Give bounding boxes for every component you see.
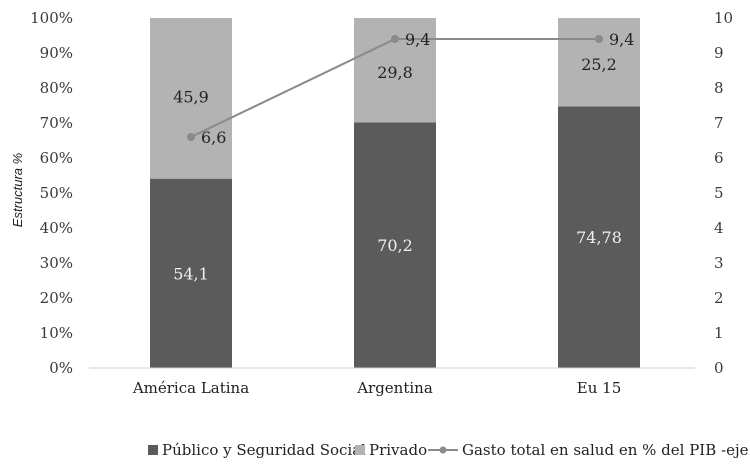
right-tick-label: 3: [714, 254, 724, 272]
data-label-privado: 25,2: [581, 55, 617, 74]
bar-segment-privado: [558, 18, 640, 107]
left-tick-label: 100%: [30, 9, 73, 27]
bar-segment-publico: [354, 122, 436, 368]
left-axis-ticks: 0% 10% 20% 30% 40% 50% 60% 70% 80% 90% 100%: [30, 9, 73, 377]
data-label-publico: 70,2: [377, 236, 413, 255]
data-label-gasto: 9,4: [609, 30, 634, 49]
legend: Público y Seguridad Social Privado Gasto…: [148, 441, 750, 459]
legend-swatch-privado: [355, 445, 365, 455]
category-labels: América Latina Argentina Eu 15: [132, 379, 621, 397]
right-tick-label: 6: [714, 149, 724, 167]
right-tick-label: 2: [714, 289, 724, 307]
data-label-publico: 74,78: [576, 228, 622, 247]
category-label: Eu 15: [577, 379, 621, 397]
right-tick-label: 7: [714, 114, 724, 132]
data-label-privado: 45,9: [173, 87, 209, 106]
right-tick-label: 4: [714, 219, 724, 237]
bar-segment-publico: [150, 178, 232, 368]
gasto-point: [595, 35, 603, 43]
left-tick-label: 90%: [40, 44, 73, 62]
left-tick-label: 70%: [40, 114, 73, 132]
left-tick-label: 80%: [40, 79, 73, 97]
data-labels-layer: 54,1 45,9 70,2 29,8 74,78 25,2 6,6 9,4 9,4: [173, 30, 634, 283]
line-layer: [187, 35, 603, 141]
right-tick-label: 1: [714, 324, 724, 342]
left-tick-label: 20%: [40, 289, 73, 307]
legend-swatch-publico: [148, 445, 158, 455]
left-tick-label: 40%: [40, 219, 73, 237]
legend-label-privado: Privado: [369, 441, 427, 459]
data-label-gasto: 9,4: [405, 30, 430, 49]
legend-label-publico: Público y Seguridad Social: [162, 441, 366, 459]
bar-segment-publico: [558, 106, 640, 369]
y-axis-label: Estructura %: [10, 153, 25, 227]
bar-segment-privado: [150, 18, 232, 179]
data-label-privado: 29,8: [377, 63, 413, 82]
left-tick-label: 60%: [40, 149, 73, 167]
left-tick-label: 10%: [40, 324, 73, 342]
right-tick-label: 10: [714, 9, 733, 27]
right-tick-label: 0: [714, 359, 724, 377]
legend-line-marker: [439, 446, 447, 454]
data-label-gasto: 6,6: [201, 128, 226, 147]
data-label-publico: 54,1: [173, 264, 209, 283]
left-tick-label: 50%: [40, 184, 73, 202]
category-label: Argentina: [356, 379, 433, 397]
category-label: América Latina: [132, 379, 249, 397]
gasto-point: [391, 35, 399, 43]
right-tick-label: 5: [714, 184, 724, 202]
right-tick-label: 8: [714, 79, 724, 97]
right-axis-ticks: 0 1 2 3 4 5 6 7 8 9 10: [714, 9, 733, 377]
left-tick-label: 30%: [40, 254, 73, 272]
left-tick-label: 0%: [49, 359, 73, 377]
right-tick-label: 9: [714, 44, 724, 62]
gasto-point: [187, 133, 195, 141]
legend-label-gasto: Gasto total en salud en % del PIB -eje d…: [462, 441, 750, 459]
